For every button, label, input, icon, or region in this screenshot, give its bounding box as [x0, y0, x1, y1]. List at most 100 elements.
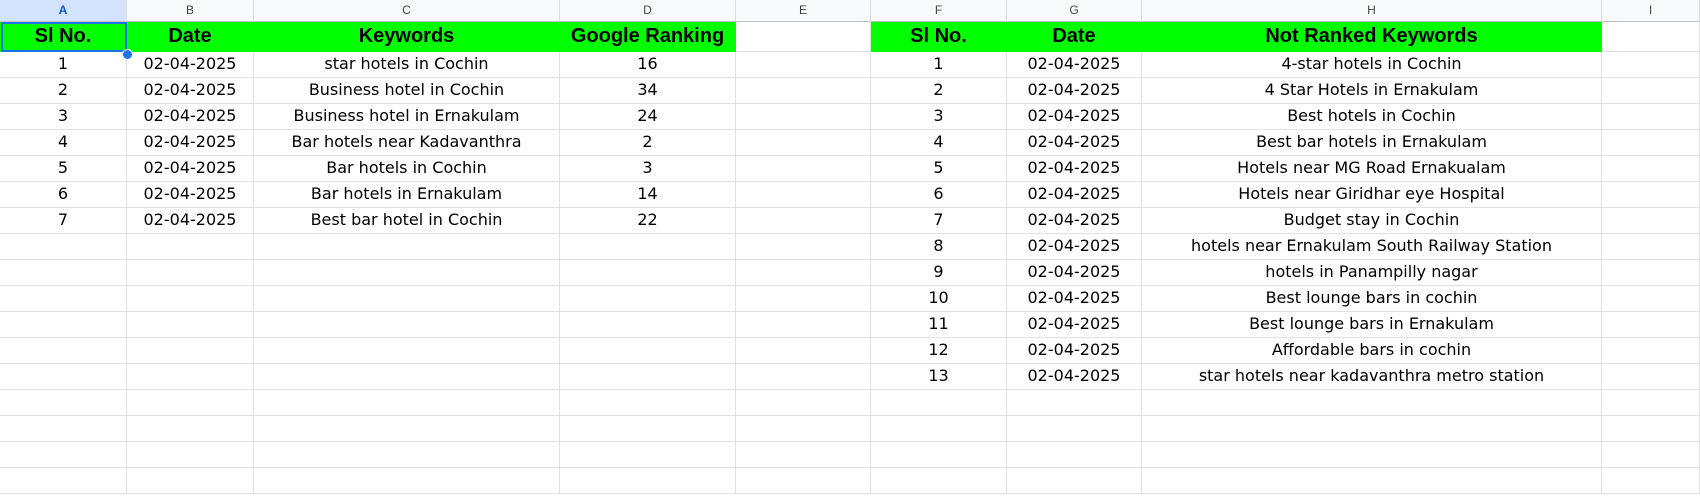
cell-e13[interactable]	[736, 338, 871, 364]
cell-h4[interactable]: Best hotels in Cochin	[1142, 104, 1602, 130]
cell-b10[interactable]	[127, 260, 254, 286]
fill-handle[interactable]	[122, 49, 133, 60]
cell-a11[interactable]	[0, 286, 127, 312]
cell-d8[interactable]: 22	[560, 208, 736, 234]
cell-b7[interactable]: 02-04-2025	[127, 182, 254, 208]
cell-h2[interactable]: 4-star hotels in Cochin	[1142, 52, 1602, 78]
cell-i1[interactable]	[1602, 22, 1700, 52]
cell-h11[interactable]: Best lounge bars in cochin	[1142, 286, 1602, 312]
cell-c12[interactable]	[254, 312, 560, 338]
cell-d14[interactable]	[560, 364, 736, 390]
cell-b18[interactable]	[127, 468, 254, 494]
cell-i17[interactable]	[1602, 442, 1700, 468]
cell-a3[interactable]: 2	[0, 78, 127, 104]
cell-a5[interactable]: 4	[0, 130, 127, 156]
cell-g14[interactable]: 02-04-2025	[1007, 364, 1142, 390]
column-header-f[interactable]: F	[871, 0, 1007, 22]
cell-e2[interactable]	[736, 52, 871, 78]
cell-g9[interactable]: 02-04-2025	[1007, 234, 1142, 260]
column-header-i[interactable]: I	[1602, 0, 1700, 22]
cell-c8[interactable]: Best bar hotel in Cochin	[254, 208, 560, 234]
header-cell-b[interactable]: Date	[127, 22, 254, 52]
cell-f16[interactable]	[871, 416, 1007, 442]
cell-b11[interactable]	[127, 286, 254, 312]
cell-d4[interactable]: 24	[560, 104, 736, 130]
cell-d17[interactable]	[560, 442, 736, 468]
cell-a9[interactable]	[0, 234, 127, 260]
cell-g7[interactable]: 02-04-2025	[1007, 182, 1142, 208]
cell-d16[interactable]	[560, 416, 736, 442]
header-cell-a[interactable]: Sl No.	[0, 22, 127, 52]
cell-f3[interactable]: 2	[871, 78, 1007, 104]
cell-h14[interactable]: star hotels near kadavanthra metro stati…	[1142, 364, 1602, 390]
cell-h5[interactable]: Best bar hotels in Ernakulam	[1142, 130, 1602, 156]
cell-f18[interactable]	[871, 468, 1007, 494]
cell-c3[interactable]: Business hotel in Cochin	[254, 78, 560, 104]
cell-f5[interactable]: 4	[871, 130, 1007, 156]
cell-a4[interactable]: 3	[0, 104, 127, 130]
column-header-d[interactable]: D	[560, 0, 736, 22]
cell-e3[interactable]	[736, 78, 871, 104]
column-header-g[interactable]: G	[1007, 0, 1142, 22]
cell-e10[interactable]	[736, 260, 871, 286]
cell-g10[interactable]: 02-04-2025	[1007, 260, 1142, 286]
cell-h3[interactable]: 4 Star Hotels in Ernakulam	[1142, 78, 1602, 104]
cell-c9[interactable]	[254, 234, 560, 260]
cell-c13[interactable]	[254, 338, 560, 364]
cell-a16[interactable]	[0, 416, 127, 442]
cell-f13[interactable]: 12	[871, 338, 1007, 364]
cell-c11[interactable]	[254, 286, 560, 312]
cell-e12[interactable]	[736, 312, 871, 338]
cell-i6[interactable]	[1602, 156, 1700, 182]
cell-h13[interactable]: Affordable bars in cochin	[1142, 338, 1602, 364]
cell-f10[interactable]: 9	[871, 260, 1007, 286]
cell-i7[interactable]	[1602, 182, 1700, 208]
cell-g2[interactable]: 02-04-2025	[1007, 52, 1142, 78]
cell-b8[interactable]: 02-04-2025	[127, 208, 254, 234]
cell-c16[interactable]	[254, 416, 560, 442]
cell-i8[interactable]	[1602, 208, 1700, 234]
cell-c4[interactable]: Business hotel in Ernakulam	[254, 104, 560, 130]
cell-a14[interactable]	[0, 364, 127, 390]
cell-i18[interactable]	[1602, 468, 1700, 494]
cell-d5[interactable]: 2	[560, 130, 736, 156]
cell-i15[interactable]	[1602, 390, 1700, 416]
cell-e18[interactable]	[736, 468, 871, 494]
column-header-c[interactable]: C	[254, 0, 560, 22]
cell-d18[interactable]	[560, 468, 736, 494]
cell-a18[interactable]	[0, 468, 127, 494]
cell-b3[interactable]: 02-04-2025	[127, 78, 254, 104]
cell-c7[interactable]: Bar hotels in Ernakulam	[254, 182, 560, 208]
cell-i9[interactable]	[1602, 234, 1700, 260]
cell-d3[interactable]: 34	[560, 78, 736, 104]
cell-c15[interactable]	[254, 390, 560, 416]
cell-e8[interactable]	[736, 208, 871, 234]
cell-h9[interactable]: hotels near Ernakulam South Railway Stat…	[1142, 234, 1602, 260]
cell-d11[interactable]	[560, 286, 736, 312]
cell-f17[interactable]	[871, 442, 1007, 468]
cell-h12[interactable]: Best lounge bars in Ernakulam	[1142, 312, 1602, 338]
cell-g5[interactable]: 02-04-2025	[1007, 130, 1142, 156]
cell-d6[interactable]: 3	[560, 156, 736, 182]
cell-a6[interactable]: 5	[0, 156, 127, 182]
cell-e9[interactable]	[736, 234, 871, 260]
cell-h16[interactable]	[1142, 416, 1602, 442]
cell-f11[interactable]: 10	[871, 286, 1007, 312]
column-header-b[interactable]: B	[127, 0, 254, 22]
cell-h10[interactable]: hotels in Panampilly nagar	[1142, 260, 1602, 286]
cell-e15[interactable]	[736, 390, 871, 416]
cell-b5[interactable]: 02-04-2025	[127, 130, 254, 156]
cell-g4[interactable]: 02-04-2025	[1007, 104, 1142, 130]
cell-d2[interactable]: 16	[560, 52, 736, 78]
cell-i3[interactable]	[1602, 78, 1700, 104]
cell-b13[interactable]	[127, 338, 254, 364]
cell-h18[interactable]	[1142, 468, 1602, 494]
cell-e4[interactable]	[736, 104, 871, 130]
cell-g8[interactable]: 02-04-2025	[1007, 208, 1142, 234]
cell-g17[interactable]	[1007, 442, 1142, 468]
cell-e11[interactable]	[736, 286, 871, 312]
cell-c6[interactable]: Bar hotels in Cochin	[254, 156, 560, 182]
cell-f8[interactable]: 7	[871, 208, 1007, 234]
cell-f6[interactable]: 5	[871, 156, 1007, 182]
cell-g6[interactable]: 02-04-2025	[1007, 156, 1142, 182]
